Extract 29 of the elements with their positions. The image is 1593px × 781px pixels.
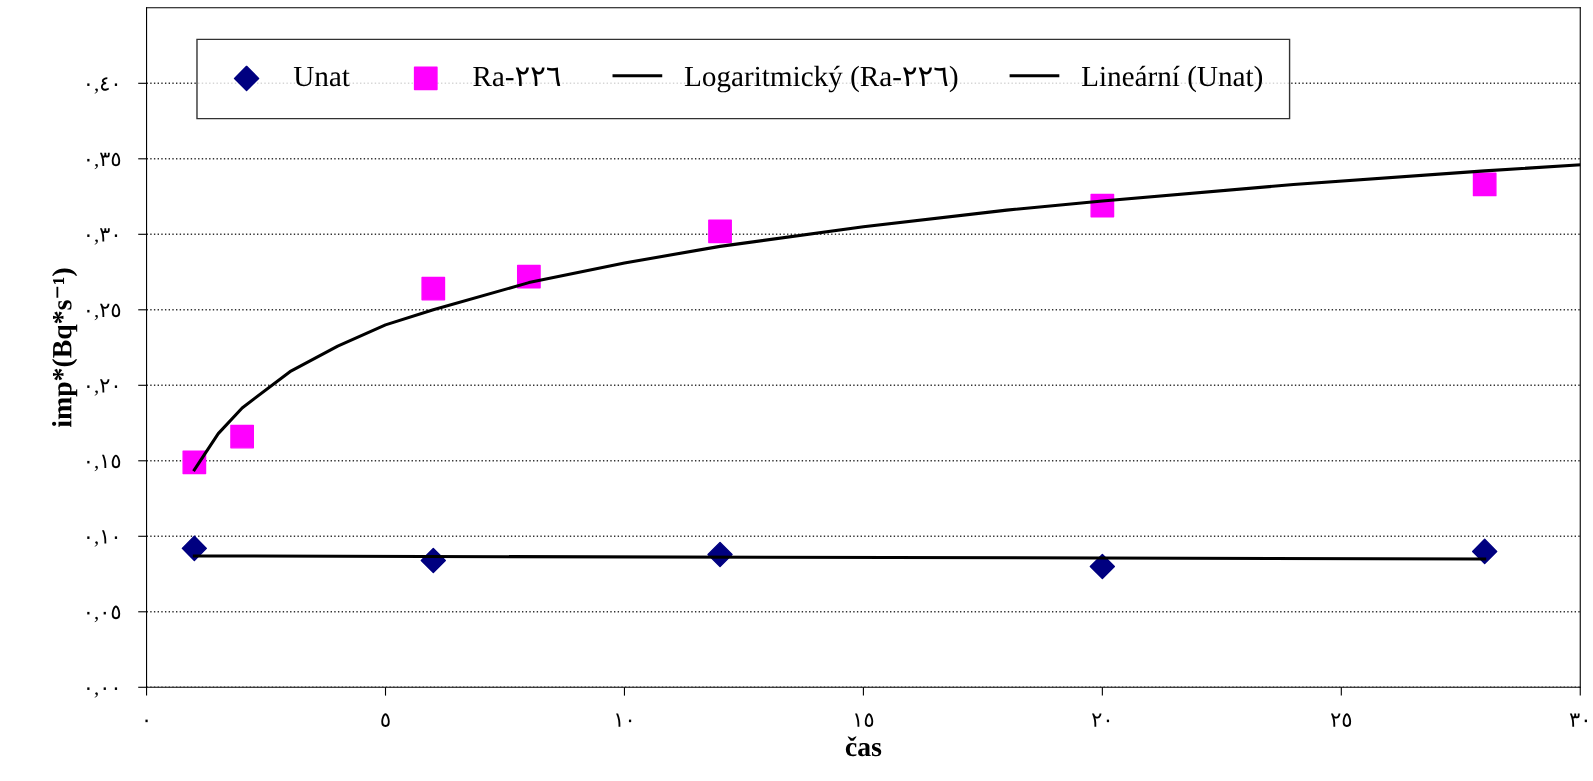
point [181, 535, 208, 562]
y-tick-label: ٠,٢٥ [87, 303, 121, 321]
y-tick-label: ٠,٠٥ [87, 605, 121, 623]
point [421, 276, 446, 301]
y-tick-label: ٠,٠٠ [87, 687, 118, 698]
x-tick-label: ١٠ [616, 713, 632, 727]
y-tick-label: ٠,١٥ [87, 454, 121, 472]
y-tick-label: ٠,١٠ [87, 530, 118, 547]
x-tick-label: ٢٥ [1330, 713, 1352, 727]
y-tick-label: ٠,٣٠ [87, 228, 118, 245]
x-tick-label: ١٥ [855, 713, 874, 727]
point [708, 219, 732, 244]
x-tick-label: ٢٠ [1092, 713, 1110, 727]
point [1472, 172, 1497, 197]
legend-label: Unat [293, 66, 350, 87]
point [1089, 553, 1116, 580]
y-tick-label: ٠,٤٠ [87, 77, 118, 94]
y-axis-title: imp*(Bq*s⁻¹) [52, 268, 78, 428]
y-tick-label: ٠,٢٠ [87, 379, 118, 396]
legend-label: Ra-٢٢٦ [473, 66, 561, 87]
x-tick-label: ٥ [381, 713, 390, 727]
legend-label: Lineární (Unat) [1081, 65, 1263, 93]
x-tick-label: ٣٠ [1569, 713, 1587, 727]
legend-label: Logaritmický (Ra-٢٢٦) [684, 65, 958, 93]
point [230, 424, 255, 449]
x-tick-label: ٠ [145, 719, 148, 723]
x-axis-title: čas [845, 736, 882, 757]
y-tick-label: ٠,٣٥ [87, 152, 121, 170]
point [1471, 538, 1498, 565]
